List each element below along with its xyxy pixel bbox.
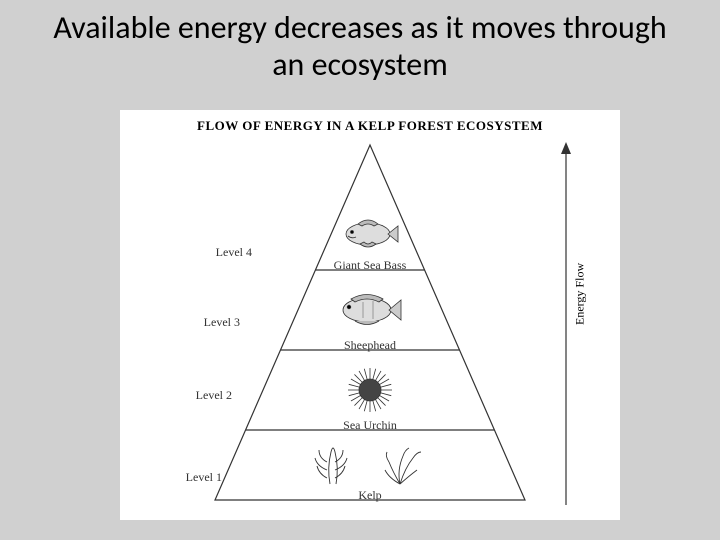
energy-flow-arrow: Energy Flow [560,140,590,510]
giant-sea-bass-icon [340,212,400,257]
organism-sheephead-label: Sheephead [310,338,430,353]
diagram-card: FLOW OF ENERGY IN A KELP FOREST ECOSYSTE… [120,110,620,520]
sheephead-icon [335,288,405,335]
organism-sea-urchin-label: Sea Urchin [310,418,430,433]
level-1-label: Level 1 [162,470,222,485]
sea-urchin-icon [345,362,395,417]
kelp-icon [305,438,435,491]
level-3-label: Level 3 [180,315,240,330]
organism-giant-sea-bass-label: Giant Sea Bass [310,258,430,273]
pyramid: Level 4 Level 3 Level 2 Level 1 Giant Se… [210,140,530,510]
level-2-label: Level 2 [172,388,232,403]
diagram-subtitle: FLOW OF ENERGY IN A KELP FOREST ECOSYSTE… [120,110,620,134]
page-title: Available energy decreases as it moves t… [0,0,720,84]
level-4-label: Level 4 [192,245,252,260]
energy-flow-label: Energy Flow [573,263,588,325]
